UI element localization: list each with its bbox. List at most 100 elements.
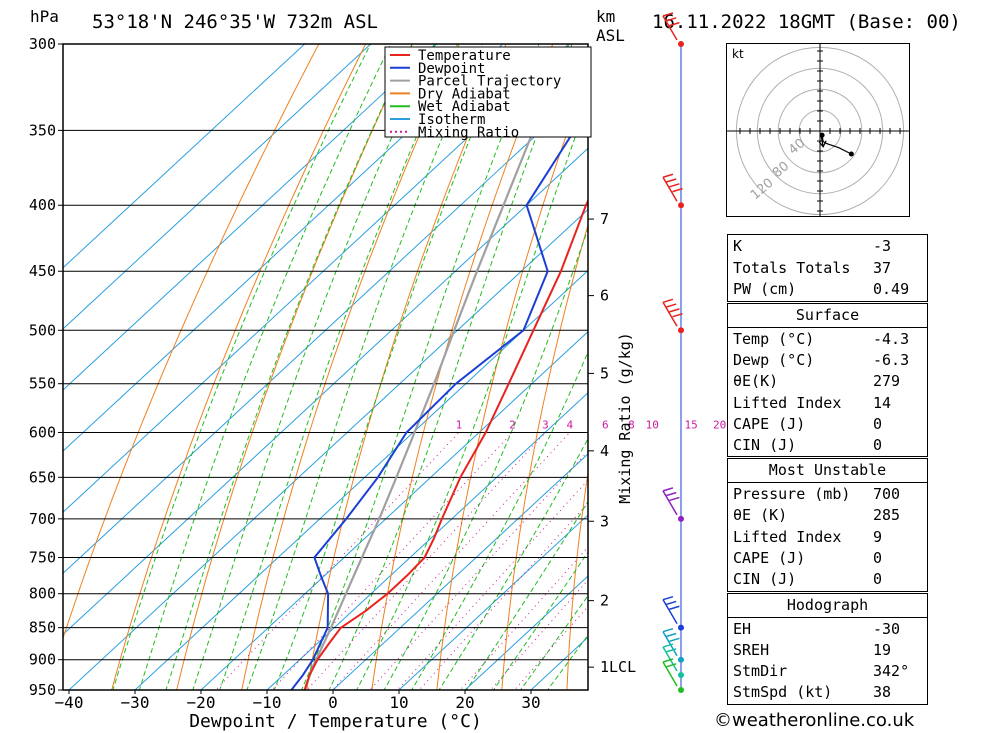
surface-title: Surface [795,306,860,324]
mixing-ratio-label: 15 [685,418,698,431]
dry-adiabat-line [111,44,367,690]
isotherm-line [266,392,588,690]
wet-adiabat-line [411,350,588,690]
isotherm-line [134,269,588,690]
mixing-ratio-axis-label: Mixing Ratio (g/kg) [616,332,634,504]
wind-barb-staff [662,646,678,672]
isotherm-line [63,44,306,269]
wind-barb-flag [669,183,680,188]
dry-adiabat-line [371,44,554,690]
wind-level-dot [678,672,684,679]
mixing-ratio-label: 2 [509,418,516,431]
most-unstable-title: Most Unstable [768,461,887,479]
mu-row: CAPE (J) 0 [733,549,883,567]
km-tick-label: 6 [600,287,609,305]
mixing-ratio-label: 4 [567,418,574,431]
index-row-k: K -3 [733,237,892,255]
hpa-unit-label: hPa [30,7,59,26]
wind-barb-flag [662,595,674,601]
wind-barb [662,643,678,672]
hodo-row: StmDir 342° [733,662,910,680]
legend-entry: Parcel Trajectory [418,74,561,90]
km-tick-label: 5 [600,364,609,382]
wet-adiabat-line [246,44,483,690]
surface-row: Dewp (°C) -6.3 [733,351,910,369]
wind-barb-staff [662,15,678,41]
surface-row: Lifted Index 14 [733,394,892,412]
wet-adiabat-line [356,100,588,690]
mixing-ratio-label: 10 [646,418,659,431]
legend-entry: Mixing Ratio [418,125,519,141]
dry-adiabat-line [436,73,588,690]
pressure-tick-label: 850 [29,619,56,637]
legend-entry: Isotherm [418,112,485,128]
location-title: 53°18'N 246°35'W 732m ASL [92,11,378,33]
hodograph-point [819,132,825,138]
mixing-ratio-line [306,432,546,690]
wind-barb-flag [669,496,680,502]
temp-tick-label: 10 [389,693,408,712]
asl-unit-label: ASL [596,26,625,45]
pressure-tick-label: 300 [29,35,56,53]
hodograph-title: Hodograph [786,596,869,614]
wind-level-dot [678,656,684,663]
wind-barb [662,658,678,687]
mu-row: CIN (J) 0 [733,570,883,588]
wind-barb-staff [662,490,678,516]
wind-barb-flag [662,658,674,663]
datetime-title: 16.11.2022 18GMT (Base: 00) [652,11,961,33]
hodo-row: SREH 19 [733,641,892,659]
mixing-ratio-label: 20 [713,418,726,431]
wind-level-dot [678,327,684,334]
wind-barb-staff [662,631,678,657]
wind-barb-flag [662,487,674,492]
dry-adiabat-line [63,44,320,640]
pressure-tick-label: 950 [29,681,56,699]
pressure-tick-label: 700 [29,510,56,528]
index-row-totals: Totals Totals 37 [733,259,892,277]
wind-barb [662,12,680,41]
wind-barb-flag [662,643,674,648]
isotherm-line [464,575,588,690]
wind-barb-staff [662,301,678,327]
mixing-ratio-line [215,432,460,690]
mixing-ratio-line [331,432,571,690]
surface-panel: Surface Temp (°C) -4.3 Dewp (°C) -6.3 θE(K… [727,303,928,457]
temp-tick-label: −40 [55,693,84,712]
mixing-ratio-label: 3 [542,418,549,431]
mixing-ratio-label: 6 [602,418,609,431]
wet-adiabat-line [465,500,588,690]
temp-tick-label: 20 [455,693,474,712]
hodo-row: EH -30 [733,620,901,638]
wind-barb [662,487,680,516]
mu-row: Lifted Index 9 [733,528,883,546]
hodograph-trace [821,135,852,155]
wind-barb-flag [665,663,677,668]
isotherm-line [200,330,588,690]
dry-adiabat-line [176,44,413,690]
wind-barb-flag [665,491,677,497]
wind-barb-flag [662,173,674,178]
isotherm-line [63,44,438,391]
legend-box [384,46,592,138]
legend-entry: Dry Adiabat [418,86,511,102]
wind-barb-flag [662,298,674,304]
isotherm-line [332,453,588,690]
wet-adiabat-line [219,44,458,690]
wind-barb-staff [662,599,678,625]
x-axis-label: Dewpoint / Temperature (°C) [189,711,482,732]
wind-barb-flag [665,600,677,606]
pressure-tick-label: 800 [29,585,56,603]
surface-row: CIN (J) 0 [733,436,883,454]
pressure-tick-label: 750 [29,549,56,567]
mu-row: Pressure (mb) 700 [733,485,901,503]
wind-barb-flag [672,187,683,193]
dry-adiabat-line [501,223,588,690]
temp-tick-label: −30 [121,693,150,712]
km-tick-label: 3 [600,512,609,530]
wet-adiabat-line [192,44,435,690]
temp-tick-label: 0 [328,693,338,712]
hodo-row: StmSpd (kt) 38 [733,683,892,701]
